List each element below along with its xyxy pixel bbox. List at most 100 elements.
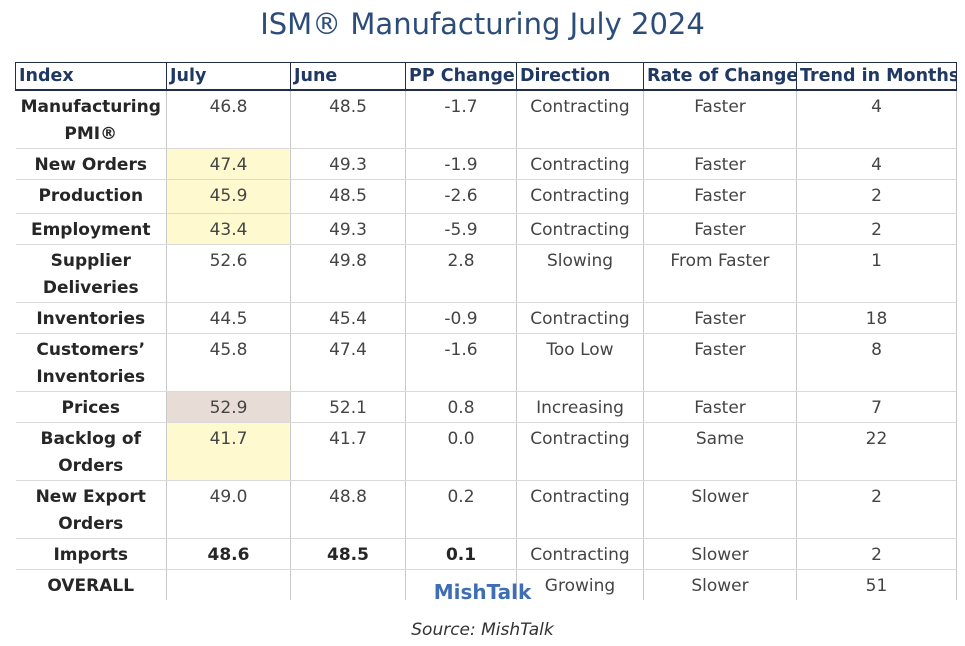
- cell-july: 47.4: [166, 148, 291, 180]
- cell-july: 46.8: [166, 90, 291, 149]
- source-caption: Source: MishTalk: [411, 620, 554, 640]
- brand-label: MishTalk: [433, 580, 532, 604]
- cell-june: 47.4: [290, 333, 406, 392]
- header-rate-of-change: Rate of Change: [643, 62, 797, 91]
- cell-index: Production: [15, 179, 167, 214]
- cell-index: Imports: [15, 538, 167, 570]
- cell-june: [290, 569, 406, 600]
- cell-trend: 4: [796, 90, 957, 149]
- cell-trend: 7: [796, 391, 957, 423]
- table-row: Prices 52.9 52.1 0.8 Increasing Faster 7: [15, 391, 957, 423]
- cell-june: 52.1: [290, 391, 406, 423]
- table-row: Backlog of Orders 41.7 41.7 0.0 Contract…: [15, 422, 957, 481]
- cell-july: 43.4: [166, 213, 291, 245]
- cell-rate: Slower: [643, 569, 797, 600]
- cell-rate: Faster: [643, 302, 797, 334]
- table-row: Employment 43.4 49.3 -5.9 Contracting Fa…: [15, 213, 957, 245]
- cell-june: 49.8: [290, 244, 406, 303]
- table-row: OVERALL Growing Slower 51: [15, 569, 957, 600]
- table-row: Customers’ Inventories 45.8 47.4 -1.6 To…: [15, 333, 957, 392]
- cell-pp-change: 0.1: [405, 538, 517, 570]
- cell-rate: Faster: [643, 148, 797, 180]
- cell-trend: 2: [796, 213, 957, 245]
- cell-rate: Faster: [643, 179, 797, 214]
- cell-july: 48.6: [166, 538, 291, 570]
- header-july: July: [166, 62, 291, 91]
- cell-direction: Contracting: [516, 179, 644, 214]
- cell-trend: 2: [796, 538, 957, 570]
- cell-direction: Increasing: [516, 391, 644, 423]
- table-row: Manufacturing PMI® 46.8 48.5 -1.7 Contra…: [15, 90, 957, 149]
- cell-june: 48.5: [290, 538, 406, 570]
- cell-july: 52.9: [166, 391, 291, 423]
- table-row: Imports 48.6 48.5 0.1 Contracting Slower…: [15, 538, 957, 570]
- cell-rate: Slower: [643, 538, 797, 570]
- table-row: New Export Orders 49.0 48.8 0.2 Contract…: [15, 480, 957, 539]
- cell-trend: 2: [796, 480, 957, 539]
- cell-rate: Faster: [643, 90, 797, 149]
- cell-july: 52.6: [166, 244, 291, 303]
- cell-june: 48.5: [290, 90, 406, 149]
- table-row: New Orders 47.4 49.3 -1.9 Contracting Fa…: [15, 148, 957, 180]
- cell-pp-change: 0.0: [405, 422, 517, 481]
- cell-july: 45.9: [166, 179, 291, 214]
- cell-pp-change: 0.2: [405, 480, 517, 539]
- cell-direction: Contracting: [516, 90, 644, 149]
- cell-rate: From Faster: [643, 244, 797, 303]
- cell-trend: 8: [796, 333, 957, 392]
- ism-table: Index July June PP Change Direction Rate…: [15, 62, 957, 600]
- cell-index: Inventories: [15, 302, 167, 334]
- cell-july: 49.0: [166, 480, 291, 539]
- cell-july: 44.5: [166, 302, 291, 334]
- cell-index: New Orders: [15, 148, 167, 180]
- cell-rate: Faster: [643, 213, 797, 245]
- cell-direction: Growing: [516, 569, 644, 600]
- cell-june: 41.7: [290, 422, 406, 481]
- cell-trend: 22: [796, 422, 957, 481]
- cell-trend: 4: [796, 148, 957, 180]
- header-june: June: [290, 62, 406, 91]
- cell-direction: Contracting: [516, 213, 644, 245]
- cell-direction: Contracting: [516, 538, 644, 570]
- cell-june: 45.4: [290, 302, 406, 334]
- cell-direction: Contracting: [516, 148, 644, 180]
- cell-trend: 18: [796, 302, 957, 334]
- cell-pp-change: -0.9: [405, 302, 517, 334]
- cell-june: 48.5: [290, 179, 406, 214]
- cell-index: OVERALL: [15, 569, 167, 600]
- cell-index: Prices: [15, 391, 167, 423]
- cell-pp-change: -1.9: [405, 148, 517, 180]
- cell-pp-change: -1.7: [405, 90, 517, 149]
- header-index: Index: [15, 62, 167, 91]
- page-title: ISM® Manufacturing July 2024: [260, 7, 705, 41]
- cell-july: 45.8: [166, 333, 291, 392]
- cell-trend: 51: [796, 569, 957, 600]
- cell-index: Supplier Deliveries: [15, 244, 167, 303]
- cell-rate: Faster: [643, 391, 797, 423]
- cell-index: Employment: [15, 213, 167, 245]
- table-row: Supplier Deliveries 52.6 49.8 2.8 Slowin…: [15, 244, 957, 303]
- cell-rate: Slower: [643, 480, 797, 539]
- table-row: Production 45.9 48.5 -2.6 Contracting Fa…: [15, 179, 957, 214]
- cell-direction: Contracting: [516, 302, 644, 334]
- cell-pp-change: 0.8: [405, 391, 517, 423]
- cell-june: 48.8: [290, 480, 406, 539]
- cell-july: 41.7: [166, 422, 291, 481]
- cell-rate: Faster: [643, 333, 797, 392]
- cell-direction: Slowing: [516, 244, 644, 303]
- cell-index: Manufacturing PMI®: [15, 90, 167, 149]
- cell-pp-change: -1.6: [405, 333, 517, 392]
- header-direction: Direction: [516, 62, 644, 91]
- table-row: Inventories 44.5 45.4 -0.9 Contracting F…: [15, 302, 957, 334]
- cell-pp-change: -5.9: [405, 213, 517, 245]
- cell-rate: Same: [643, 422, 797, 481]
- cell-index: New Export Orders: [15, 480, 167, 539]
- cell-trend: 1: [796, 244, 957, 303]
- header-row: Index July June PP Change Direction Rate…: [15, 62, 957, 91]
- header-trend-in-months: Trend in Months: [796, 62, 957, 91]
- cell-pp-change: 2.8: [405, 244, 517, 303]
- cell-index: Backlog of Orders: [15, 422, 167, 481]
- cell-trend: 2: [796, 179, 957, 214]
- cell-pp-change: -2.6: [405, 179, 517, 214]
- cell-june: 49.3: [290, 213, 406, 245]
